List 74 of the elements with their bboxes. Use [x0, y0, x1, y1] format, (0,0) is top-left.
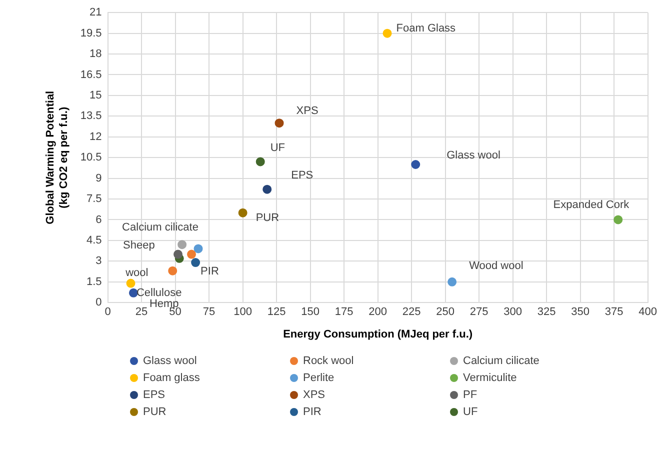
y-tick-label: 15	[90, 89, 102, 102]
annotation: PIR	[200, 266, 219, 278]
x-tick-label: 200	[368, 306, 387, 318]
annotation: Expanded Cork	[553, 198, 630, 211]
x-tick-label: 75	[202, 306, 216, 318]
legend-label: PUR	[143, 406, 166, 418]
annotation: Glass wool	[446, 150, 500, 162]
y-tick-label: 6	[96, 214, 102, 226]
x-tick-label: 150	[301, 306, 320, 318]
y-axis-title: Global Warming Potential (kg CO2 eq per f.u.)	[44, 90, 70, 224]
point	[382, 28, 392, 38]
y-tick-label: 4.5	[86, 234, 102, 246]
legend-label: EPS	[143, 389, 166, 401]
legend-label: Vermiculite	[463, 372, 517, 384]
point	[178, 240, 187, 250]
legend-label: PIR	[303, 406, 322, 418]
annotation: wool	[124, 266, 148, 279]
y-tick-label: 13.5	[80, 110, 102, 122]
x-tick-label: 175	[334, 306, 354, 318]
point	[168, 266, 178, 276]
x-tick-label: 125	[267, 306, 286, 318]
point	[187, 250, 196, 259]
y-tick-label: 19.5	[80, 27, 102, 40]
x-tick-label: 275	[470, 306, 488, 318]
y-tick-label: 21	[90, 6, 102, 19]
x-tick-label: 400	[638, 306, 658, 318]
y-tick-label: 3	[96, 255, 102, 268]
point	[238, 208, 248, 218]
annotation: XPS	[296, 105, 318, 118]
point	[614, 215, 623, 224]
x-tick-label: 300	[504, 306, 522, 318]
y-tick-label: 1.5	[86, 276, 102, 288]
x-tick-label: 350	[571, 306, 590, 318]
annotation: Foam Glass	[396, 22, 456, 34]
x-tick-label: 250	[436, 306, 454, 318]
point	[448, 277, 457, 286]
point	[262, 184, 272, 194]
y-tick-label: 10.5	[80, 152, 102, 164]
legend-label: UF	[463, 406, 478, 418]
x-tick-label: 225	[402, 306, 421, 318]
x-tick-label: 375	[604, 306, 624, 318]
y-tick-label: 18	[90, 48, 102, 60]
legend-label: Foam glass	[143, 372, 200, 384]
x-tick-label: 0	[104, 306, 111, 318]
x-tick-label: 25	[135, 306, 148, 318]
y-tick-label: 7.5	[86, 193, 102, 206]
legend-label: PF	[463, 389, 478, 401]
annotation: Wood wool	[469, 260, 524, 272]
legend-label: Glass wool	[143, 355, 197, 367]
y-tick-label: 0	[96, 296, 102, 309]
y-tick-label: 12	[90, 130, 102, 143]
point	[256, 157, 265, 166]
annotation: Cellulose	[136, 286, 182, 299]
annotation: Calcium cilicate	[122, 222, 198, 234]
point	[128, 288, 138, 298]
x-axis-title: Energy Consumption (MJeq per f.u.)	[283, 328, 473, 340]
legend-label: Perlite	[303, 372, 334, 384]
legend-label: Rock wool	[303, 355, 354, 367]
y-tick-label: 16.5	[80, 68, 102, 81]
annotation: PUR	[256, 212, 280, 224]
point	[126, 278, 136, 288]
legend-label: Calcium cilicate	[463, 355, 540, 367]
point	[191, 258, 200, 268]
point	[411, 160, 420, 170]
x-tick-label: 100	[234, 306, 252, 318]
point	[174, 250, 183, 259]
point	[194, 244, 203, 254]
point	[274, 118, 284, 128]
x-tick-label: 325	[537, 306, 556, 318]
annotation: UF	[270, 142, 286, 154]
annotation: EPS	[291, 169, 314, 182]
annotation: Sheep	[123, 239, 155, 252]
legend-label: XPS	[303, 389, 326, 401]
y-tick-label: 9	[96, 172, 102, 184]
